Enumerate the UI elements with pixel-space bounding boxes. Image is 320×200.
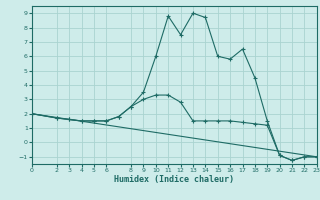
X-axis label: Humidex (Indice chaleur): Humidex (Indice chaleur) (115, 175, 234, 184)
